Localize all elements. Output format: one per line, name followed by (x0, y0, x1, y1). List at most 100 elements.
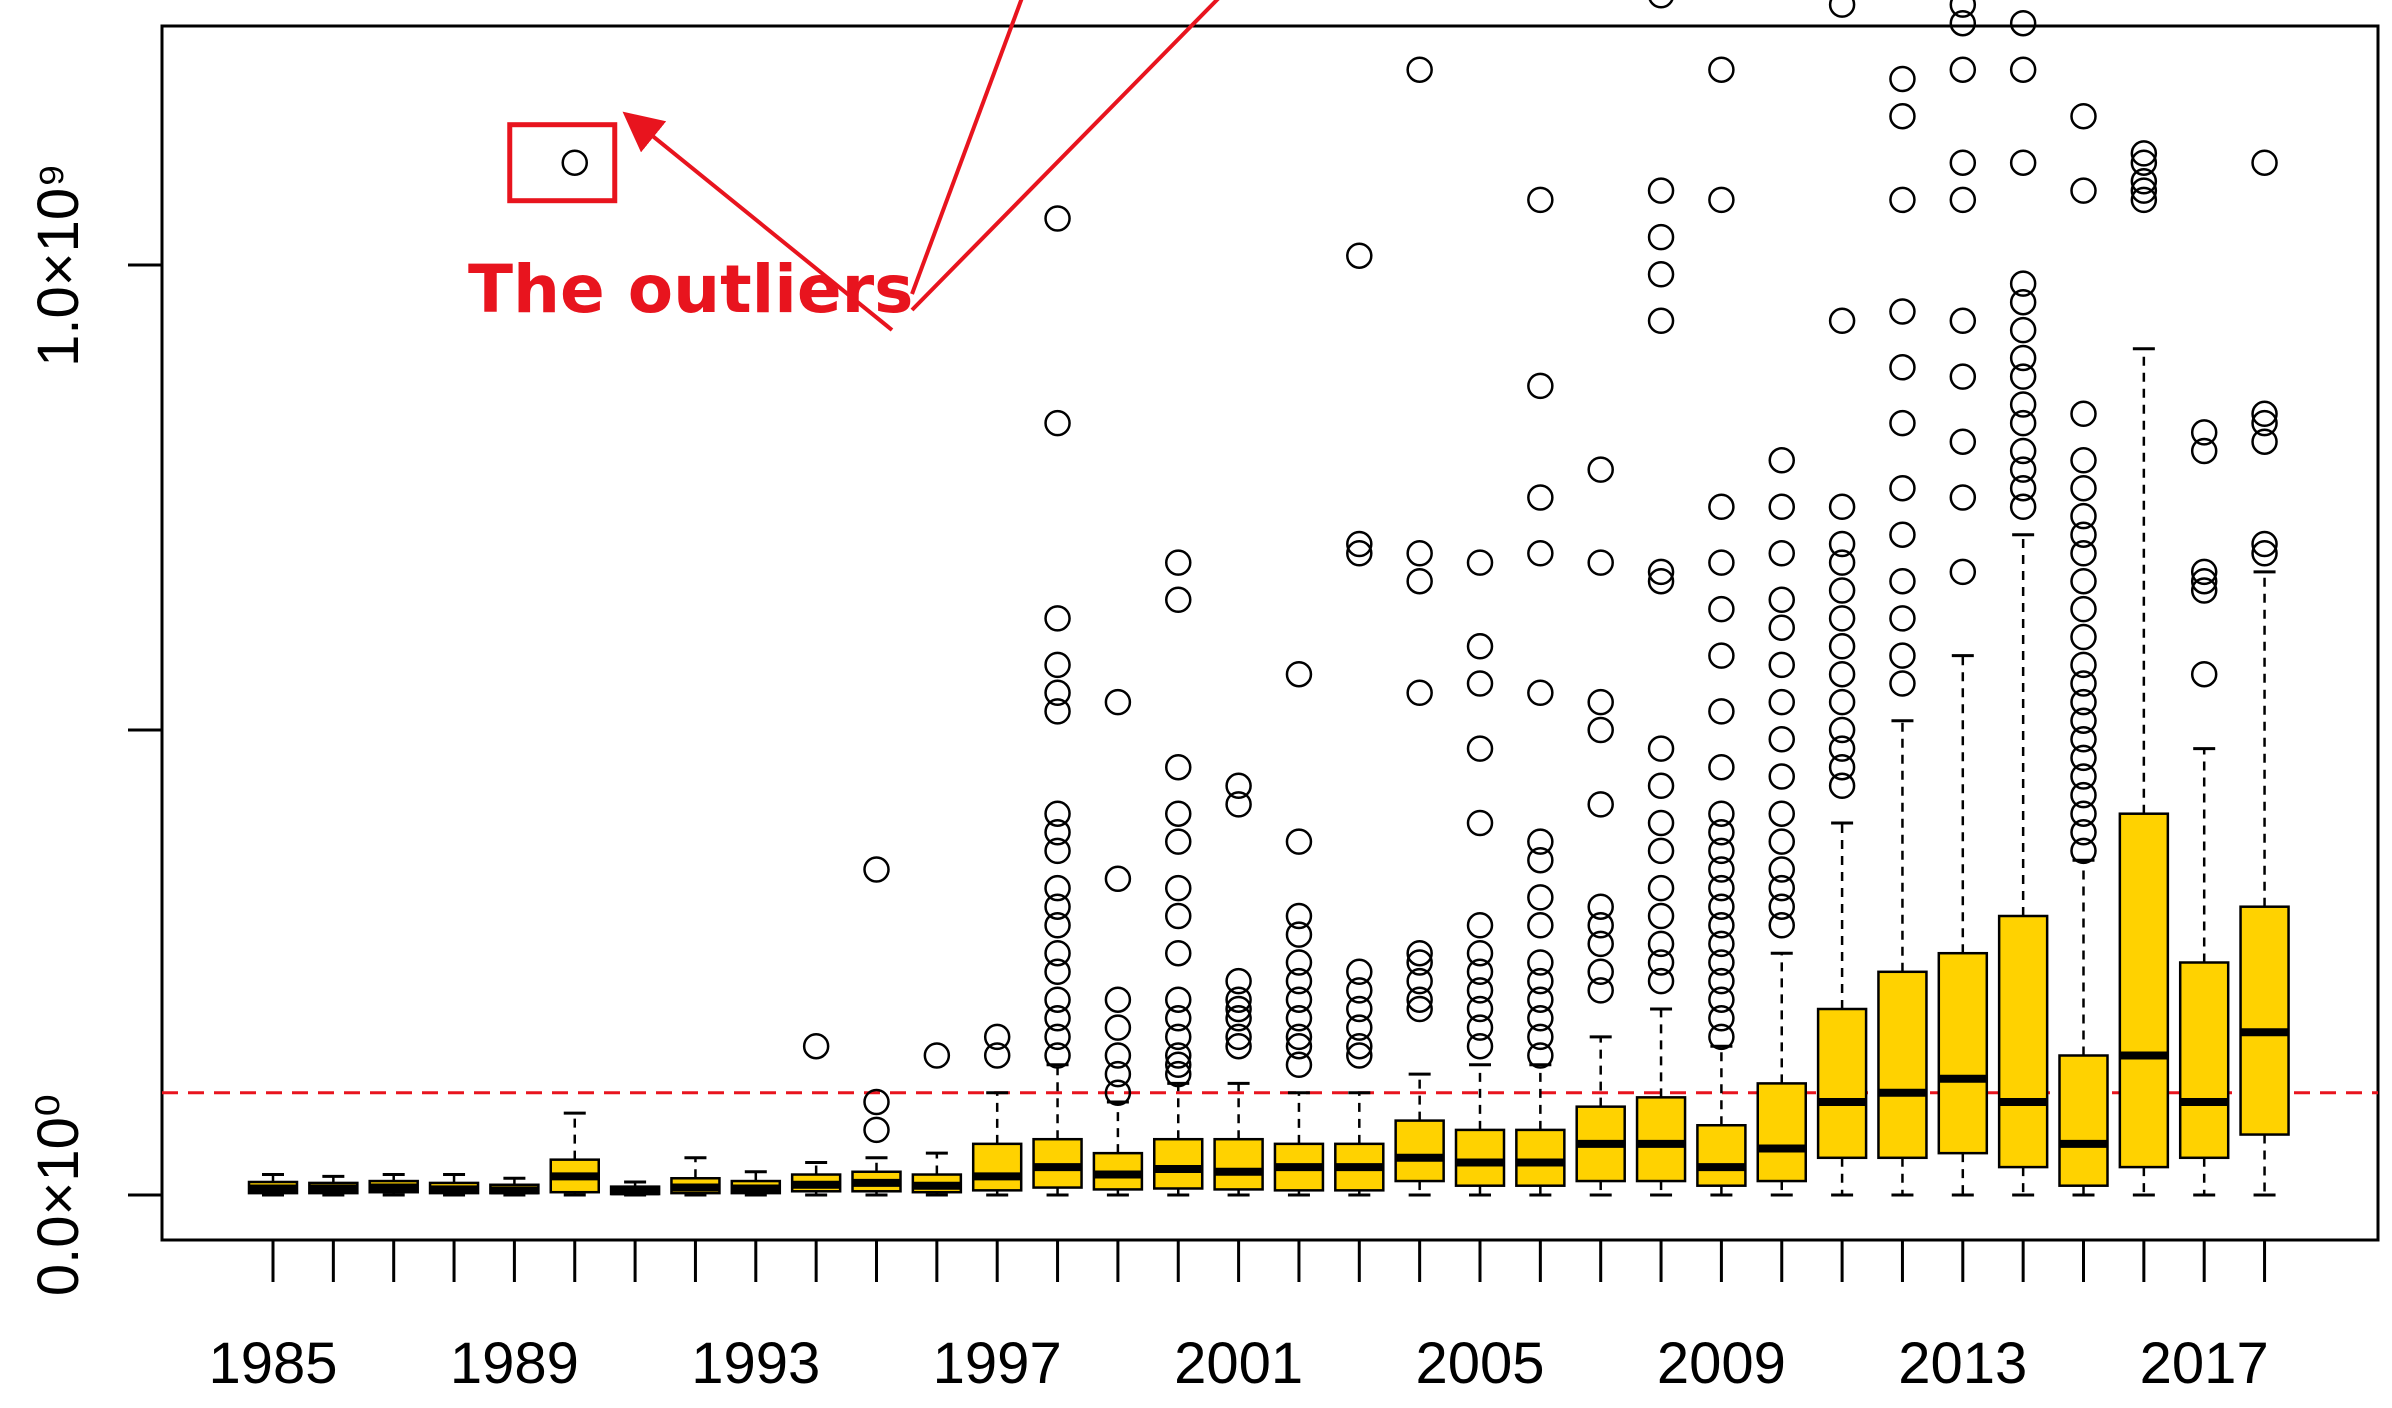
box-2000 (1153, 549, 1204, 1197)
outlier-point (1708, 1023, 1735, 1051)
outlier-point (1708, 893, 1735, 920)
outlier-point (2070, 744, 2097, 772)
box-1990 (549, 149, 600, 1197)
outlier-point (1647, 967, 1675, 995)
outlier-point (1285, 902, 1313, 930)
outlier-point (983, 1042, 1011, 1069)
outlier-point (1527, 884, 1554, 911)
outlier-point (2251, 530, 2278, 558)
outlier-point (1647, 809, 1675, 837)
outlier-point (1044, 605, 1071, 632)
outlier-point (1285, 1005, 1313, 1032)
outlier-point (1708, 595, 1735, 623)
outlier-point (1346, 958, 1373, 986)
outlier-point (1527, 846, 1554, 874)
outlier-point (1104, 1042, 1132, 1069)
outlier-point (1466, 977, 1494, 1004)
outlier-point (1044, 837, 1071, 865)
outlier-point (2009, 409, 2037, 437)
outlier-point (1466, 1014, 1494, 1041)
boxes-group (247, 0, 2290, 1197)
box-2007 (1575, 456, 1626, 1197)
outlier-point (1889, 642, 1916, 669)
outlier-point (1044, 1023, 1071, 1051)
box-1992 (670, 1156, 721, 1197)
outlier-point (2009, 474, 2037, 502)
x-tick-label: 1985 (208, 1331, 337, 1396)
outlier-point (2009, 270, 2037, 297)
outlier-point (1708, 819, 1735, 846)
outlier-point (1768, 800, 1795, 827)
outlier-point (1708, 642, 1735, 669)
outlier-point (1044, 800, 1071, 827)
outlier-point (1406, 939, 1433, 967)
outlier-point (2070, 651, 2097, 679)
outlier-point (1768, 688, 1795, 716)
outlier-point (1768, 893, 1795, 920)
box-1985 (247, 1173, 299, 1197)
outlier-point (2130, 149, 2158, 176)
outlier-point (1044, 1042, 1071, 1069)
outlier-point (1708, 1005, 1735, 1032)
box-2013 (1937, 0, 1989, 1197)
outlier-point (1708, 930, 1735, 958)
outlier-point (1225, 1023, 1252, 1051)
outlier-point (1165, 1023, 1192, 1051)
outlier-point (1346, 1032, 1373, 1060)
outlier-point (1768, 651, 1795, 679)
outlier-point (561, 149, 588, 176)
box-1993 (730, 1170, 782, 1197)
outlier-point (1708, 698, 1735, 725)
outlier-point (1768, 828, 1795, 855)
outlier-point (1708, 949, 1735, 976)
outlier-point (1828, 660, 1856, 688)
outlier-point (2070, 447, 2097, 474)
y-tick-label: 0.0×10⁰ (26, 1094, 91, 1296)
outlier-point (1285, 1051, 1313, 1079)
box-iqr (1454, 1128, 1506, 1187)
outlier-point (1708, 186, 1735, 214)
outlier-point (2070, 595, 2097, 623)
outlier-point (1828, 0, 1856, 18)
outlier-point (1768, 874, 1795, 902)
outlier-point (1708, 874, 1735, 902)
outlier-point (2070, 781, 2097, 809)
box-2015 (2058, 102, 2109, 1197)
outlier-point (802, 1032, 830, 1060)
outlier-point (2009, 493, 2037, 521)
outlier-point (1104, 865, 1132, 893)
outlier-point (1828, 688, 1856, 716)
outlier-point (1527, 912, 1554, 939)
outlier-point (2251, 409, 2278, 437)
outlier-point (2070, 623, 2097, 651)
box-iqr (1816, 1007, 1868, 1160)
outlier-point (1647, 735, 1675, 762)
outlier-point (863, 1116, 890, 1144)
box-2016 (2118, 140, 2170, 1197)
y-tick-label: 1.0×10⁹ (26, 163, 91, 367)
outlier-point (1466, 958, 1494, 986)
outlier-point (1828, 735, 1856, 762)
outlier-point (1828, 753, 1856, 781)
outlier-point (2130, 177, 2158, 204)
outlier-point (1466, 670, 1494, 697)
outlier-point (2070, 837, 2097, 865)
outlier-point (1949, 558, 1977, 586)
outlier-point (2190, 419, 2218, 446)
outlier-point (1708, 856, 1735, 883)
outlier-point (1225, 995, 1252, 1023)
outlier-point (1406, 540, 1433, 567)
outlier-point (1587, 977, 1614, 1004)
outlier-point (2070, 707, 2097, 734)
outlier-point (2070, 102, 2097, 130)
outlier-point (1889, 521, 1916, 548)
outlier-point (2251, 428, 2278, 455)
outlier-point (2070, 474, 2097, 502)
outlier-point (1466, 809, 1494, 837)
outlier-point (1165, 1042, 1192, 1069)
outlier-point (1044, 409, 1071, 437)
outlier-point (1406, 967, 1433, 995)
x-tick-label: 1993 (691, 1331, 820, 1396)
box-1995 (851, 856, 902, 1197)
outlier-point (2130, 140, 2158, 167)
